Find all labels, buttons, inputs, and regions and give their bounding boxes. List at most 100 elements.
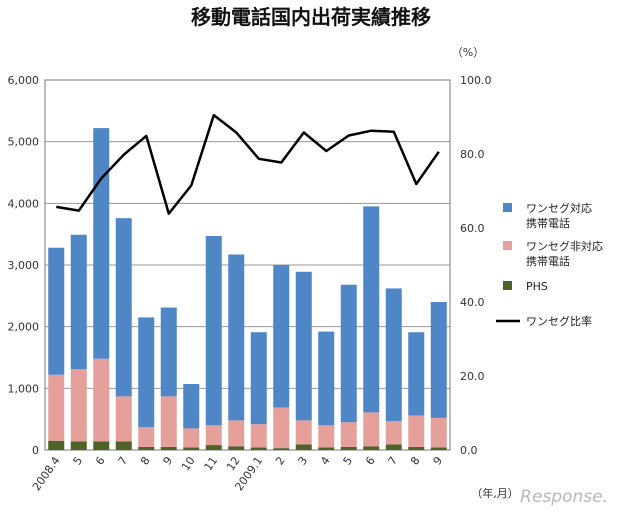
bar	[138, 446, 155, 450]
bar	[295, 444, 312, 450]
bar	[430, 417, 447, 448]
ratio-line	[56, 113, 440, 215]
bar	[70, 441, 87, 450]
bar	[363, 446, 380, 450]
y-tick-label: 2,000	[8, 321, 40, 334]
legend-label: PHS	[526, 280, 548, 293]
y-tick-label: 6,000	[8, 74, 40, 87]
bar	[70, 369, 87, 442]
x-tick-label: 12	[224, 454, 243, 473]
bar	[295, 271, 312, 421]
legend-label: ワンセグ非対応携帯電話	[526, 239, 603, 268]
x-tick-label: 9	[161, 454, 176, 467]
legend-swatch	[503, 241, 512, 250]
bar	[93, 128, 110, 359]
bar	[273, 265, 290, 408]
x-axis-label: （年,月）	[471, 486, 519, 500]
bar	[363, 206, 380, 413]
bar	[205, 445, 222, 450]
bar	[385, 444, 402, 450]
bar	[430, 302, 447, 418]
x-tick-label: 8	[138, 454, 153, 467]
bar	[430, 447, 447, 450]
bar	[408, 446, 425, 450]
x-tick-label: 7	[116, 454, 131, 467]
bar	[408, 332, 425, 416]
y-tick-label: 0	[32, 444, 39, 457]
bar	[318, 331, 335, 426]
x-tick-label: 3	[296, 454, 311, 467]
bar	[160, 307, 177, 397]
x-tick-label: 5	[71, 454, 86, 467]
bar	[318, 425, 335, 448]
bar	[408, 415, 425, 447]
plot-frame	[44, 79, 451, 451]
bar	[138, 427, 155, 447]
legend-swatch	[503, 281, 512, 290]
bar	[295, 420, 312, 445]
bar	[205, 236, 222, 426]
legend-swatch	[503, 203, 512, 212]
y2-tick-label: 100.0	[460, 74, 492, 87]
legend-label-line: 携帯電話	[526, 216, 570, 230]
bar	[48, 440, 65, 450]
bar	[93, 358, 110, 442]
legend-label-line: 携帯電話	[526, 254, 570, 268]
chart-title: 移動電話国内出荷実績推移	[191, 5, 431, 29]
bar	[70, 234, 87, 370]
bar	[183, 384, 200, 429]
x-tick-label: 6	[363, 454, 378, 467]
bar	[250, 332, 267, 425]
x-tick-label: 11	[202, 454, 221, 473]
bar	[385, 421, 402, 445]
x-tick-label: 7	[386, 454, 401, 467]
bar	[228, 254, 245, 421]
bar	[160, 446, 177, 450]
bar	[340, 446, 357, 450]
legend-label-line: ワンセグ対応	[526, 201, 592, 215]
x-tick-label: 9	[431, 454, 446, 467]
x-tick-label: 2	[273, 454, 288, 467]
bar	[205, 425, 222, 446]
x-tick-label: 6	[93, 454, 108, 467]
y-tick-label: 5,000	[8, 136, 40, 149]
bar	[363, 412, 380, 447]
bar	[93, 441, 110, 450]
legend-label-line: ワンセグ比率	[526, 314, 592, 328]
y2-tick-label: 80.0	[460, 148, 485, 161]
y2-tick-label: 40.0	[460, 296, 485, 309]
bar	[228, 446, 245, 450]
bar	[183, 447, 200, 450]
y2-tick-label: 0.0	[460, 444, 478, 457]
x-tick-label: 10	[179, 454, 198, 473]
legend-label-line: PHS	[526, 280, 548, 293]
bar	[340, 284, 357, 423]
bar	[273, 407, 290, 449]
bar	[48, 247, 65, 375]
y2-tick-label: 20.0	[460, 370, 485, 383]
bar	[115, 396, 132, 442]
x-tick-label: 5	[341, 454, 356, 467]
bar	[115, 441, 132, 450]
y-tick-label: 1,000	[8, 382, 40, 395]
y-tick-label: 4,000	[8, 197, 40, 210]
bar	[318, 447, 335, 450]
watermark-logo: Response.	[520, 487, 608, 507]
legend-label: ワンセグ比率	[526, 314, 592, 328]
bar	[115, 218, 132, 397]
legend-label-line: ワンセグ非対応	[526, 239, 603, 253]
bar	[48, 374, 65, 441]
bar	[160, 396, 177, 447]
bar	[250, 447, 267, 450]
bar	[183, 428, 200, 448]
legend-label: ワンセグ対応携帯電話	[526, 201, 592, 230]
right-axis-unit: （%）	[452, 46, 484, 59]
bar	[340, 422, 357, 447]
x-tick-label: 8	[408, 454, 423, 467]
x-tick-label: 2008.4	[30, 454, 63, 493]
bar	[273, 448, 290, 450]
y2-tick-label: 60.0	[460, 222, 485, 235]
x-tick-label: 4	[318, 454, 333, 467]
y-tick-label: 3,000	[8, 259, 40, 272]
